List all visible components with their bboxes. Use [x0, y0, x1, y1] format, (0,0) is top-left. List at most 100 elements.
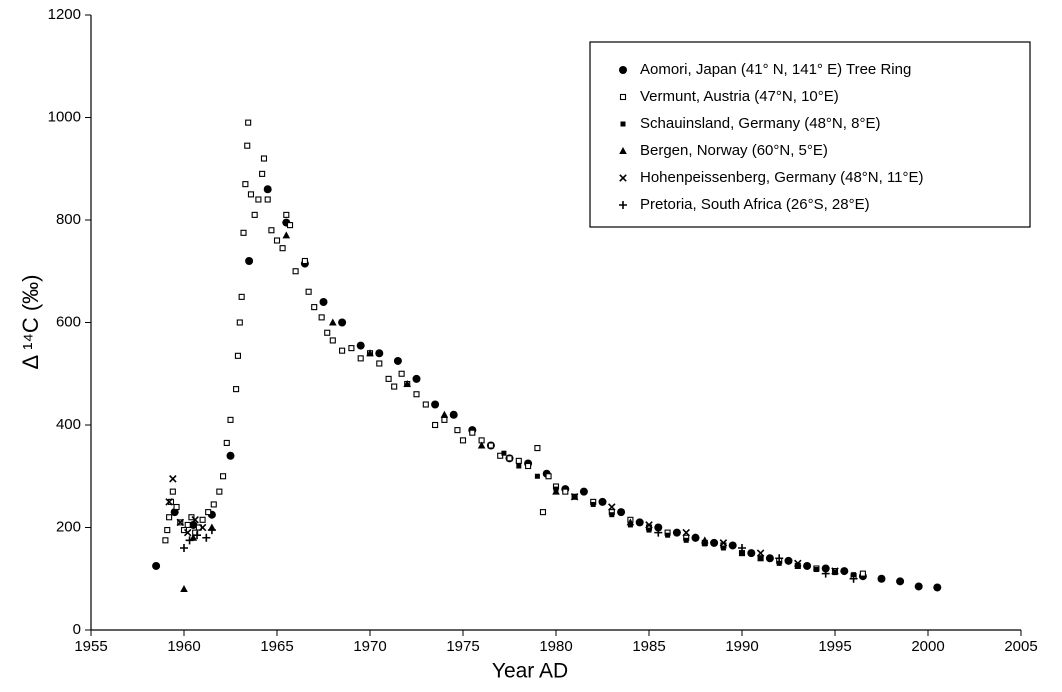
point	[813, 567, 819, 573]
x-tick-label: 1965	[260, 638, 293, 655]
point	[794, 559, 802, 568]
x-tick-label: 1975	[446, 638, 479, 655]
point	[199, 516, 206, 523]
point	[202, 533, 211, 542]
legend-marker	[619, 174, 627, 182]
point	[268, 227, 275, 234]
legend-marker	[619, 66, 627, 74]
x-tick-label: 1955	[74, 638, 107, 655]
point	[245, 119, 252, 126]
point	[240, 229, 247, 236]
point	[366, 349, 374, 357]
point	[245, 257, 254, 265]
legend-label: Bergen, Norway (60°N, 5°E)	[640, 142, 828, 159]
point	[318, 314, 325, 321]
point	[665, 532, 671, 538]
point	[506, 455, 513, 462]
point	[357, 355, 364, 362]
point	[385, 375, 392, 382]
y-tick-label: 0	[73, 621, 81, 638]
point	[188, 514, 195, 521]
point	[821, 569, 830, 578]
point	[169, 488, 176, 495]
point	[756, 549, 765, 557]
point	[169, 475, 177, 483]
legend-label: Vermunt, Austria (47°N, 10°E)	[640, 88, 839, 105]
point	[398, 370, 405, 377]
point	[286, 222, 294, 229]
x-tick-label: 1985	[632, 638, 665, 655]
point	[469, 429, 476, 436]
point	[440, 410, 449, 418]
point	[170, 508, 179, 517]
legend-marker	[619, 93, 627, 101]
point	[216, 488, 223, 495]
point	[301, 257, 308, 265]
point	[189, 533, 198, 541]
point	[319, 298, 328, 306]
point	[238, 293, 245, 300]
point	[227, 416, 234, 423]
point	[933, 583, 942, 592]
point	[654, 528, 663, 537]
point	[775, 554, 784, 563]
point	[282, 231, 291, 239]
point	[516, 463, 522, 469]
point	[608, 503, 616, 511]
point	[311, 304, 318, 311]
point	[441, 416, 448, 423]
point	[292, 268, 299, 275]
point	[776, 560, 782, 566]
point	[259, 170, 266, 177]
point	[356, 341, 365, 350]
y-axis-label: Δ ¹⁴C (‰)	[18, 274, 43, 369]
point	[273, 237, 281, 244]
point	[831, 567, 839, 575]
point	[590, 501, 596, 507]
point	[329, 337, 336, 344]
point	[255, 196, 262, 203]
point	[234, 352, 241, 359]
point	[545, 473, 552, 480]
point	[795, 563, 801, 569]
legend-label: Aomori, Japan (41° N, 141° E) Tree Ring	[640, 61, 911, 78]
legend-marker	[619, 201, 627, 209]
point	[821, 564, 830, 573]
point	[691, 533, 700, 542]
point	[710, 538, 719, 547]
point	[570, 492, 579, 501]
point	[210, 501, 217, 508]
point	[672, 528, 681, 537]
point	[191, 516, 199, 524]
point	[207, 526, 216, 535]
point	[765, 554, 774, 563]
x-tick-label: 1980	[539, 638, 572, 655]
legend-label: Pretoria, South Africa (26°S, 28°E)	[640, 196, 870, 213]
point	[784, 556, 793, 565]
point	[162, 537, 169, 544]
point	[701, 536, 709, 544]
y-tick-label: 600	[56, 313, 81, 330]
y-tick-label: 400	[56, 416, 81, 433]
point	[220, 473, 227, 480]
point	[617, 508, 626, 517]
point	[534, 473, 540, 479]
point	[758, 555, 764, 561]
y-tick-label: 200	[56, 518, 81, 535]
point	[562, 488, 569, 495]
point	[173, 503, 180, 511]
point	[609, 512, 615, 518]
point	[501, 450, 507, 456]
point	[413, 391, 420, 398]
point	[305, 288, 312, 295]
x-tick-label: 1970	[353, 638, 386, 655]
point	[180, 544, 188, 552]
point	[914, 582, 923, 591]
point	[851, 572, 857, 578]
point	[738, 544, 746, 552]
point	[152, 561, 161, 570]
x-tick-label: 1960	[167, 638, 200, 655]
point	[205, 509, 212, 516]
point	[180, 527, 188, 534]
